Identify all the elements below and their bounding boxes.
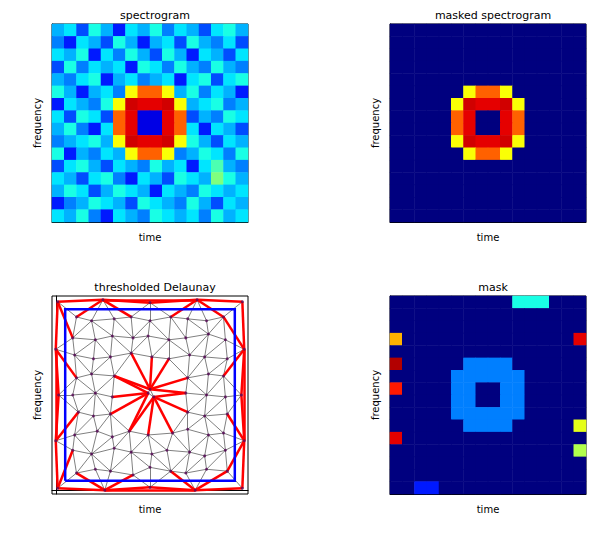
svg-text:time: time	[139, 504, 162, 515]
svg-text:time: time	[139, 232, 162, 243]
svg-text:spectrogram: spectrogram	[120, 9, 190, 22]
svg-text:frequency: frequency	[370, 98, 381, 148]
svg-text:frequency: frequency	[32, 98, 43, 148]
svg-text:masked spectrogram: masked spectrogram	[435, 9, 551, 22]
svg-text:time: time	[477, 232, 500, 243]
svg-text:thresholded Delaunay: thresholded Delaunay	[94, 281, 216, 294]
svg-text:mask: mask	[478, 281, 508, 294]
svg-text:frequency: frequency	[32, 370, 43, 420]
svg-text:frequency: frequency	[370, 370, 381, 420]
svg-text:time: time	[477, 504, 500, 515]
